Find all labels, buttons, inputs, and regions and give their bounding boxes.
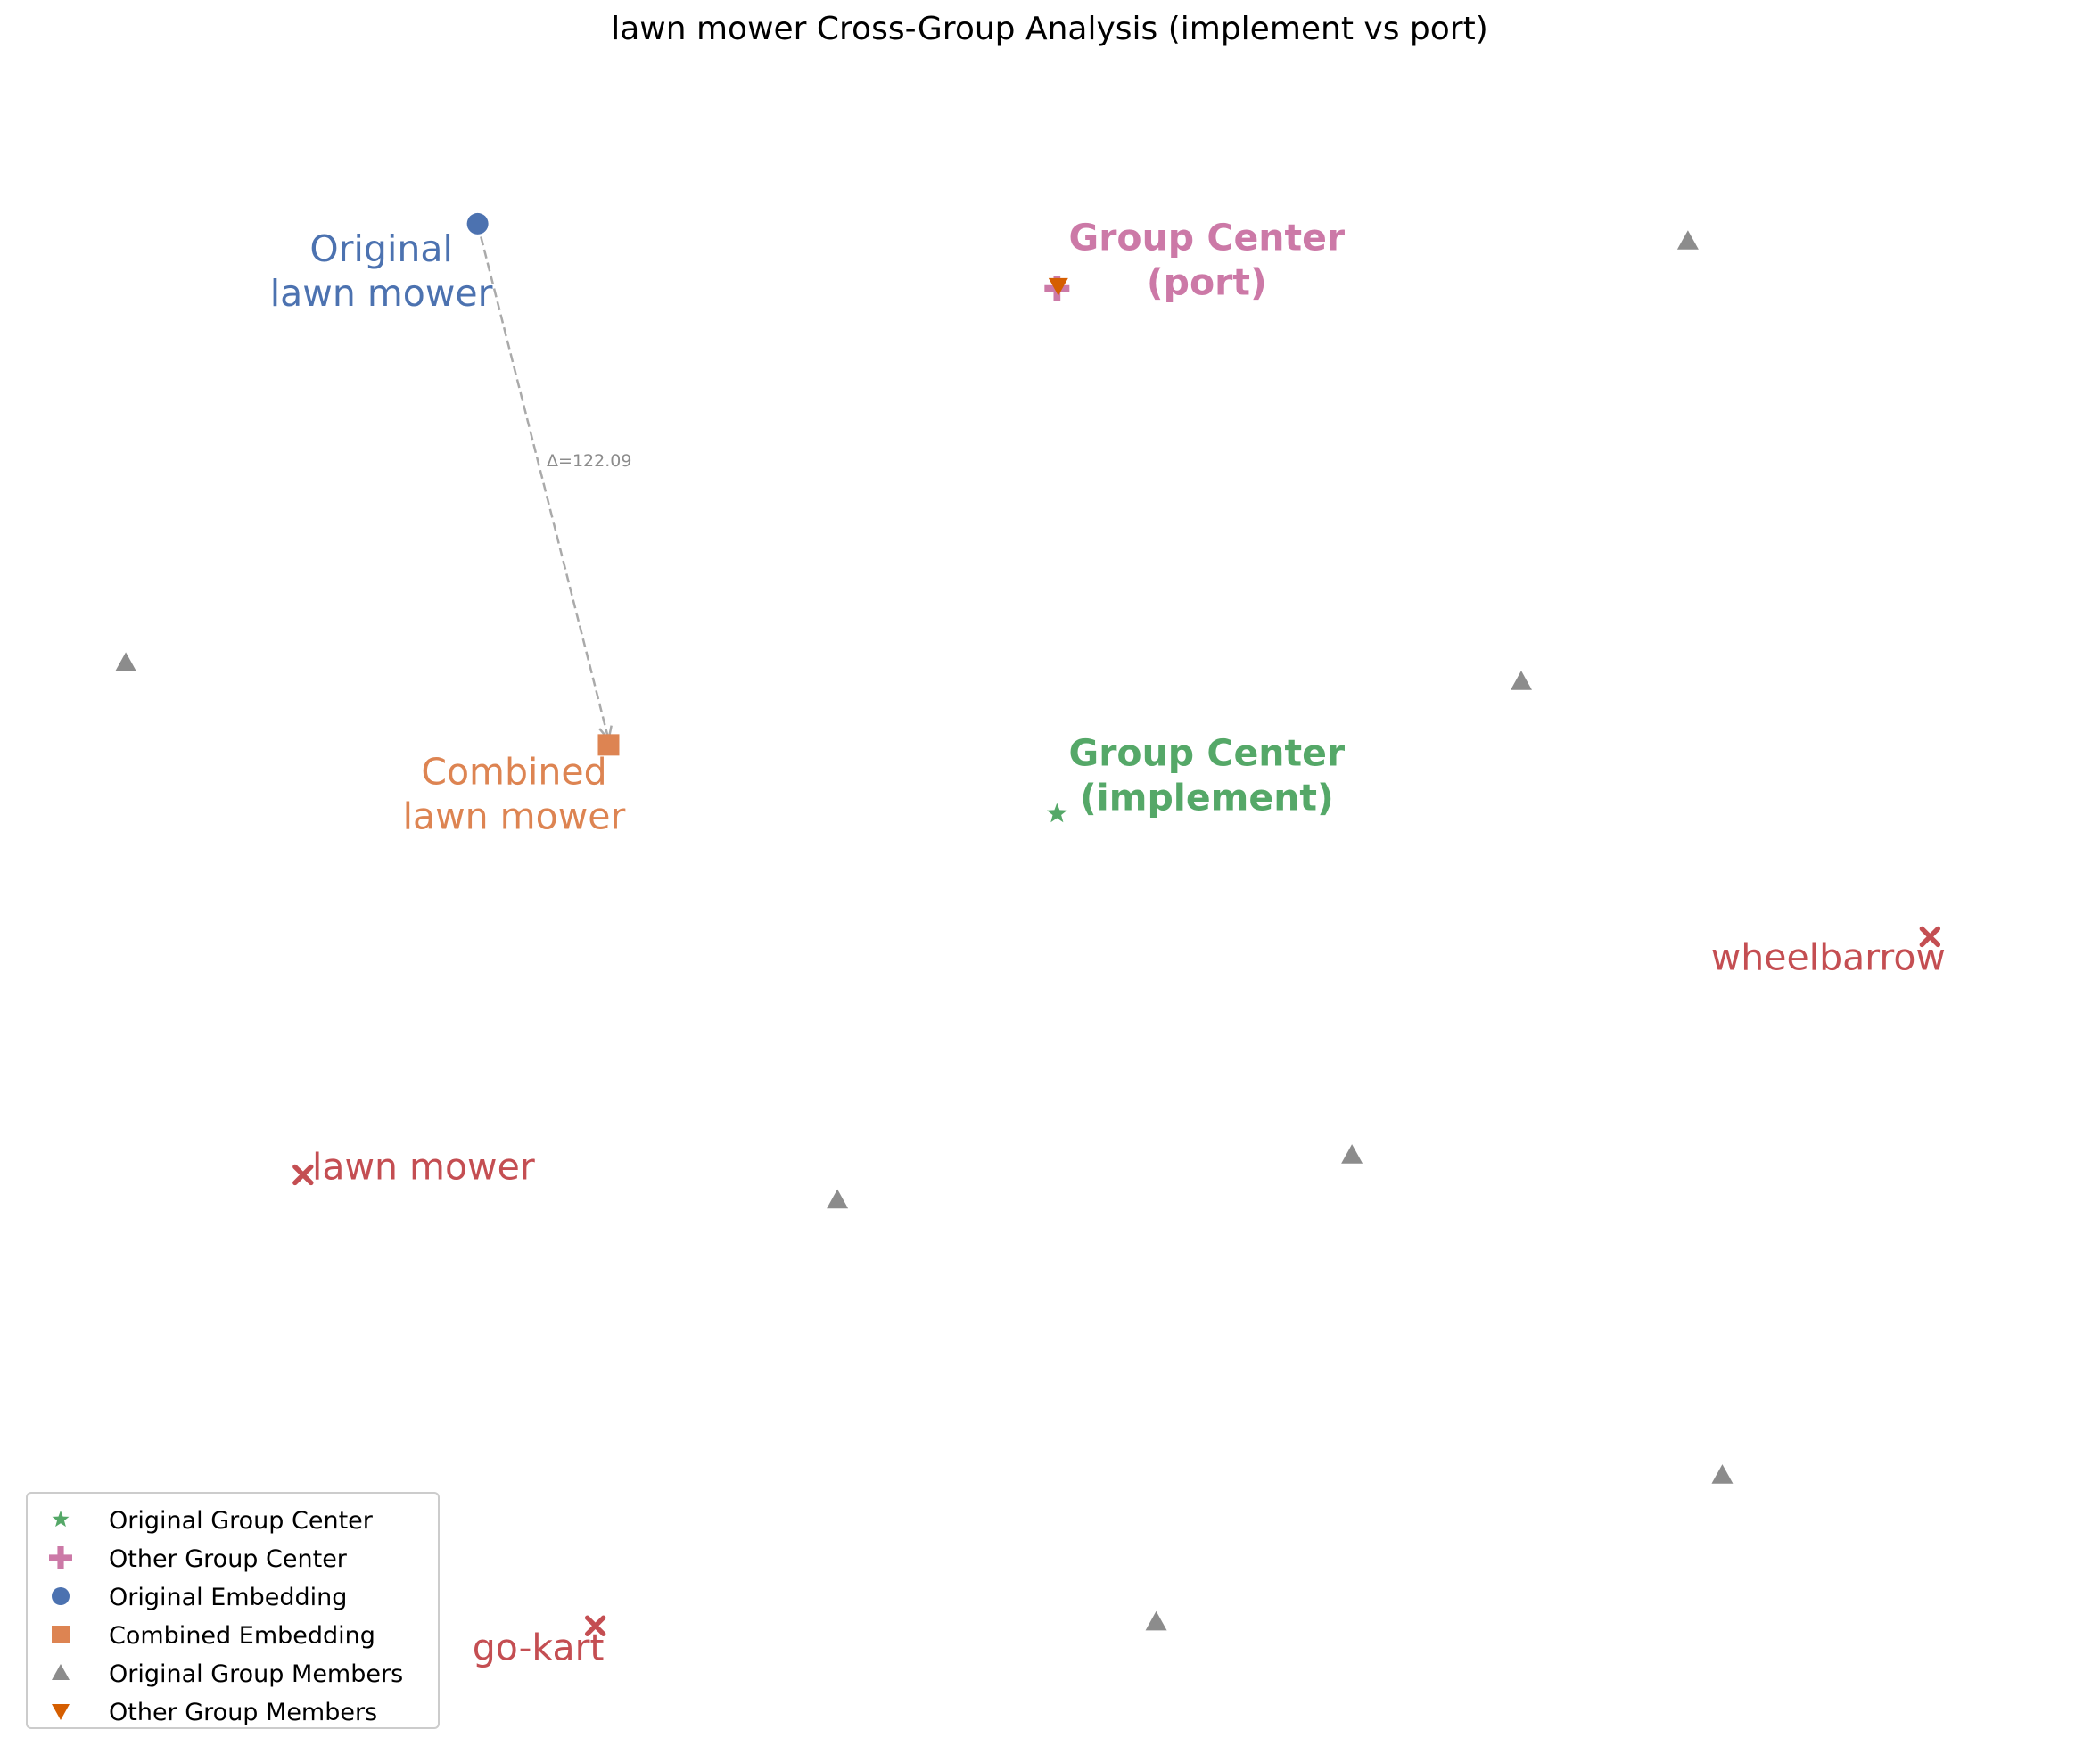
legend-label: Other Group Members [109, 1699, 377, 1726]
legend-marker-square [52, 1626, 70, 1643]
legend-marker-circle [52, 1587, 70, 1605]
neighbor-label-0: wheelbarrow [1711, 935, 1946, 978]
chart-title: lawn mower Cross-Group Analysis (impleme… [611, 11, 1488, 47]
original-embedding-label-line: lawn mower [270, 272, 493, 315]
neighbor-label-1: lawn mower [312, 1145, 535, 1188]
original-group-center-label-line: Group Center [1069, 731, 1346, 774]
combined-embedding-label-line: Combined [421, 750, 606, 793]
legend: Original Group Center Other Group Center O… [26, 1492, 440, 1729]
other-group-center-label-line: Group Center [1069, 217, 1346, 259]
legend-frame [26, 1492, 440, 1729]
other-group-member-0 [1048, 277, 1068, 296]
legend-label: Original Embedding [109, 1584, 347, 1611]
combined-embedding-label: Combined lawn mower [403, 750, 626, 837]
legend-label: Original Group Members [109, 1660, 403, 1688]
legend-label: Original Group Center [109, 1507, 374, 1535]
other-group-center-label-line: (port) [1147, 261, 1267, 304]
legend-label: Combined Embedding [109, 1622, 375, 1650]
neighbor-marker-1 [292, 1164, 314, 1186]
original-embedding-label-line: Original [309, 227, 452, 270]
original-embedding-label: Original lawn mower [270, 227, 493, 315]
legend-item: Original Group Center [52, 1507, 374, 1535]
neighbor-marker-1-b [292, 1164, 314, 1186]
shift-arrow-line [476, 223, 610, 740]
original-group-member-1 [1510, 671, 1532, 690]
legend-marker-triangle-up [52, 1664, 70, 1680]
other-group-center-label: Group Center (port) [1069, 217, 1346, 304]
original-group-member-6 [1145, 1610, 1167, 1631]
legend-marker-triangle-down [52, 1704, 70, 1720]
neighbor-label-2: go-kart [473, 1626, 605, 1668]
legend-item: Original Group Members [52, 1660, 403, 1688]
neighbor-marker-0-b [1919, 926, 1941, 948]
shift-arrow-label: Δ=122.09 [547, 451, 631, 471]
original-group-center-label: Group Center (implement) [1069, 731, 1346, 819]
original-embedding-marker [466, 212, 489, 235]
neighbor-marker-0 [1919, 926, 1941, 948]
original-group-member-4 [827, 1189, 849, 1209]
legend-item: Other Group Members [52, 1699, 377, 1726]
legend-item: Original Embedding [52, 1584, 347, 1611]
original-group-member-0 [115, 652, 137, 671]
original-group-center-label-line: (implement) [1080, 776, 1334, 819]
original-group-member-2 [1676, 230, 1699, 250]
neighbor-marker-2 [584, 1615, 606, 1636]
legend-marker-plus [49, 1546, 72, 1569]
combined-embedding-label-line: lawn mower [403, 795, 626, 837]
legend-item: Other Group Center [49, 1545, 348, 1573]
original-group-member-5 [1711, 1464, 1734, 1484]
legend-label: Other Group Center [109, 1545, 348, 1573]
neighbor-marker-2-b [584, 1615, 606, 1636]
legend-item: Combined Embedding [52, 1622, 375, 1650]
original-group-member-3 [1341, 1144, 1363, 1164]
legend-marker-star [52, 1511, 70, 1528]
combined-embedding-marker [597, 734, 620, 756]
original-group-center-marker [1046, 803, 1067, 823]
